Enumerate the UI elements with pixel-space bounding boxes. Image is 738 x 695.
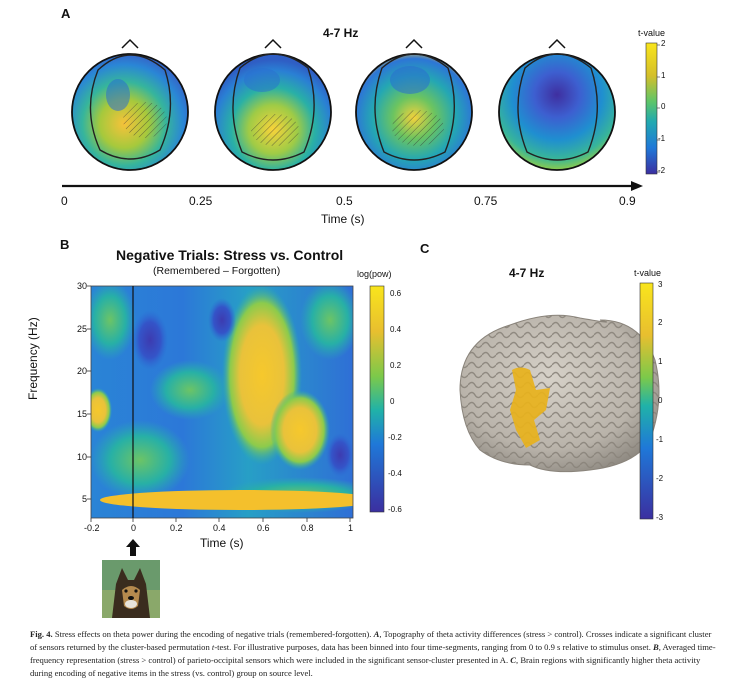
- caption-text: , Averaged time-frequency representation…: [30, 642, 716, 665]
- panel-a-topomaps: [62, 38, 660, 191]
- panel-b-subtitle: (Remembered – Forgotten): [153, 265, 281, 277]
- panel-a-cbar-tick: 0: [661, 102, 666, 111]
- caption-a: A: [373, 629, 380, 639]
- panel-b-ytick: 5: [82, 494, 88, 504]
- panel-b-xtick: 0: [131, 523, 137, 533]
- panel-c-cbar-tick: -2: [656, 474, 664, 483]
- panel-b-ytick: 20: [77, 366, 88, 376]
- panel-a-letter: A: [61, 6, 71, 21]
- caption-text: -test. For illustrative purposes, data h…: [214, 642, 653, 652]
- panel-b-xtick: 0.4: [213, 523, 226, 533]
- topomap-3: [355, 38, 473, 171]
- panel-c-cbar-tick: 3: [658, 280, 663, 289]
- caption-t: t: [211, 642, 215, 652]
- timeline-tick: 0: [61, 194, 68, 208]
- panel-b-xtick: 1: [348, 523, 354, 533]
- caption-label: Fig. 4.: [30, 629, 53, 639]
- topomap-4: [498, 38, 616, 171]
- panel-b-colorbar-title: log(pow): [357, 269, 392, 279]
- panel-b-xlabel: Time (s): [200, 536, 244, 550]
- panel-a-title: 4-7 Hz: [323, 26, 359, 40]
- panel-b-colorbar: [369, 285, 385, 513]
- panel-b-ytick: 15: [77, 409, 88, 419]
- panel-a-cbar-tick: 1: [661, 71, 666, 80]
- caption-text: , Brain regions with significantly highe…: [30, 655, 701, 678]
- panel-c-title: 4-7 Hz: [509, 266, 545, 280]
- panel-c-cbar-tick: 2: [658, 318, 663, 327]
- timeline-tick: 0.75: [474, 194, 498, 208]
- panel-c-brain: [459, 282, 660, 520]
- caption-b: B: [653, 642, 659, 652]
- panel-b-ytick: 10: [77, 452, 88, 462]
- panel-b-heatmap: [87, 285, 385, 522]
- caption-text: , Topography of theta activity differenc…: [30, 629, 712, 652]
- timeline-tick: 0.5: [336, 194, 353, 208]
- panel-c-cbar-tick: 0: [658, 396, 663, 405]
- topomap-2: [214, 38, 332, 171]
- panel-b-cbar-tick: 0.4: [390, 325, 402, 334]
- figure-caption: Fig. 4. Stress effects on theta power du…: [30, 628, 716, 680]
- panel-c-letter: C: [420, 241, 430, 256]
- caption-c: C: [510, 655, 517, 665]
- timeline-tick: 0.9: [619, 194, 636, 208]
- topomap-1: [71, 38, 189, 171]
- panel-b-xtick: -0.2: [84, 523, 100, 533]
- panel-b-xtick: 0.6: [257, 523, 270, 533]
- panel-b-xtick: 0.2: [170, 523, 183, 533]
- stimulus-dog-image: [102, 560, 160, 618]
- panel-c-cbar-tick: -1: [656, 435, 664, 444]
- caption-text: Stress effects on theta power during the…: [52, 629, 374, 639]
- panel-b-cbar-tick: 0.6: [390, 289, 402, 298]
- stimulus-arrow-icon: [126, 539, 140, 556]
- panel-c-cbar-tick: 1: [658, 357, 663, 366]
- panel-a-cbar-tick: 2: [661, 39, 666, 48]
- panel-b-cbar-tick: 0: [390, 397, 395, 406]
- panel-b-cbar-tick: 0.2: [390, 361, 402, 370]
- brain-activation-region: [510, 367, 550, 448]
- panel-b-letter: B: [60, 237, 70, 252]
- panel-b-ytick: 25: [77, 324, 88, 334]
- panel-b-title: Negative Trials: Stress vs. Control: [116, 247, 344, 263]
- panel-b-cbar-tick: -0.2: [388, 433, 402, 442]
- panel-b-xtick: 0.8: [301, 523, 314, 533]
- panel-b-ytick: 30: [77, 281, 88, 291]
- panel-b-ylabel: Frequency (Hz): [26, 317, 40, 400]
- panel-c-colorbar-title: t-value: [634, 268, 662, 278]
- panel-b-cbar-tick: -0.6: [388, 505, 402, 514]
- panel-a-cbar-tick: -2: [658, 166, 666, 175]
- panel-c-colorbar: [639, 282, 654, 520]
- timeline-xlabel: Time (s): [321, 212, 365, 226]
- timeline-tick: 0.25: [189, 194, 213, 208]
- panel-a-colorbar-title: t-value: [638, 28, 666, 38]
- panel-a-cbar-tick: -1: [658, 134, 666, 143]
- panel-c-cbar-tick: -3: [656, 513, 664, 522]
- panel-b-cbar-tick: -0.4: [388, 469, 402, 478]
- panel-a-colorbar: [645, 42, 658, 175]
